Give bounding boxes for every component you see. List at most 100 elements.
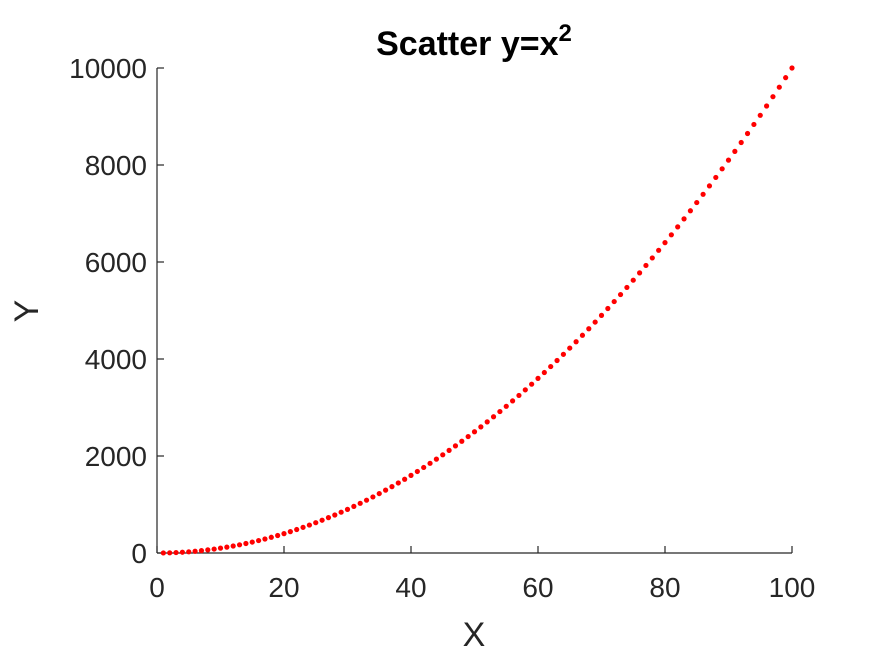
data-point (306, 522, 312, 528)
data-point (363, 497, 370, 503)
x-axis-label: X (463, 616, 486, 654)
data-point (783, 75, 789, 81)
x-tick-label: 40 (395, 572, 426, 603)
data-point (751, 121, 757, 128)
data-point (281, 531, 287, 537)
data-point (446, 447, 452, 453)
data-point (497, 408, 503, 415)
data-point (738, 139, 744, 146)
y-tick-label: 2000 (85, 441, 147, 472)
data-point (605, 305, 611, 312)
data-point (224, 544, 230, 550)
data-point (567, 345, 573, 351)
data-point (300, 524, 306, 530)
data-point (249, 539, 255, 545)
data-point (408, 472, 414, 478)
data-point (700, 191, 706, 197)
data-point (694, 199, 700, 206)
data-point (319, 517, 325, 523)
data-point (598, 312, 605, 318)
data-point (236, 542, 243, 548)
data-point (535, 375, 541, 381)
data-point (776, 84, 782, 90)
data-point (325, 515, 332, 521)
chart-title-text: Scatter y=x (376, 25, 558, 63)
data-point (313, 520, 319, 526)
data-point (478, 424, 484, 430)
data-point (662, 240, 668, 246)
y-axis-label: Y (8, 300, 46, 323)
data-point (668, 232, 674, 238)
data-points (160, 65, 795, 556)
data-point (611, 298, 617, 305)
data-point (294, 526, 300, 533)
data-point (186, 549, 192, 555)
data-point (275, 532, 281, 539)
data-point (427, 460, 433, 466)
y-tick-label: 8000 (85, 150, 147, 181)
y-tick-label: 0 (131, 538, 147, 569)
data-point (243, 540, 249, 547)
data-point (490, 414, 497, 420)
data-point (732, 148, 738, 154)
data-point (376, 490, 382, 497)
data-point (332, 512, 338, 518)
x-tick-label: 20 (268, 572, 299, 603)
data-point (509, 398, 516, 404)
data-point (573, 339, 579, 345)
data-point (687, 208, 694, 214)
axes (156, 68, 792, 554)
data-point (624, 284, 630, 291)
data-point (440, 452, 446, 458)
x-tick-label: 60 (522, 572, 553, 603)
data-point (681, 216, 687, 222)
data-point (579, 332, 586, 338)
data-point (217, 545, 224, 551)
x-tick-label: 80 (649, 572, 680, 603)
data-point (205, 547, 211, 553)
data-point (656, 247, 662, 253)
data-point (465, 433, 471, 440)
data-point (173, 549, 179, 556)
data-point (421, 464, 427, 471)
data-point (357, 500, 363, 506)
data-point (351, 503, 357, 509)
data-point (338, 509, 344, 515)
y-axis-ticks: 0 2000 4000 6000 8000 10000 (69, 53, 164, 569)
y-tick-label: 6000 (85, 247, 147, 278)
data-point (344, 506, 351, 512)
data-point (268, 534, 274, 540)
data-point (764, 103, 770, 109)
data-point (192, 548, 198, 554)
data-point (637, 270, 643, 276)
data-point (516, 392, 522, 399)
x-tick-label: 0 (149, 572, 165, 603)
data-point (503, 403, 509, 409)
data-point (179, 549, 185, 555)
data-point (541, 369, 547, 376)
data-point (560, 351, 567, 357)
data-point (383, 487, 389, 493)
data-point (256, 537, 262, 544)
data-point (757, 112, 763, 118)
data-point (395, 480, 401, 486)
data-point (725, 157, 732, 163)
data-point (370, 494, 376, 500)
data-point (649, 255, 655, 261)
data-point (586, 326, 592, 332)
data-point (452, 443, 459, 449)
y-tick-label: 4000 (85, 344, 147, 375)
x-axis-ticks: 0 20 40 60 80 100 (149, 546, 815, 603)
data-point (713, 174, 719, 181)
data-point (414, 468, 420, 475)
data-point (744, 130, 751, 137)
data-point (459, 438, 465, 444)
chart-title-superscript: 2 (559, 20, 572, 47)
data-point (262, 536, 268, 542)
data-point (433, 456, 439, 462)
data-point (522, 387, 528, 393)
data-point (592, 319, 598, 325)
data-point (548, 363, 554, 370)
data-point (484, 419, 490, 425)
